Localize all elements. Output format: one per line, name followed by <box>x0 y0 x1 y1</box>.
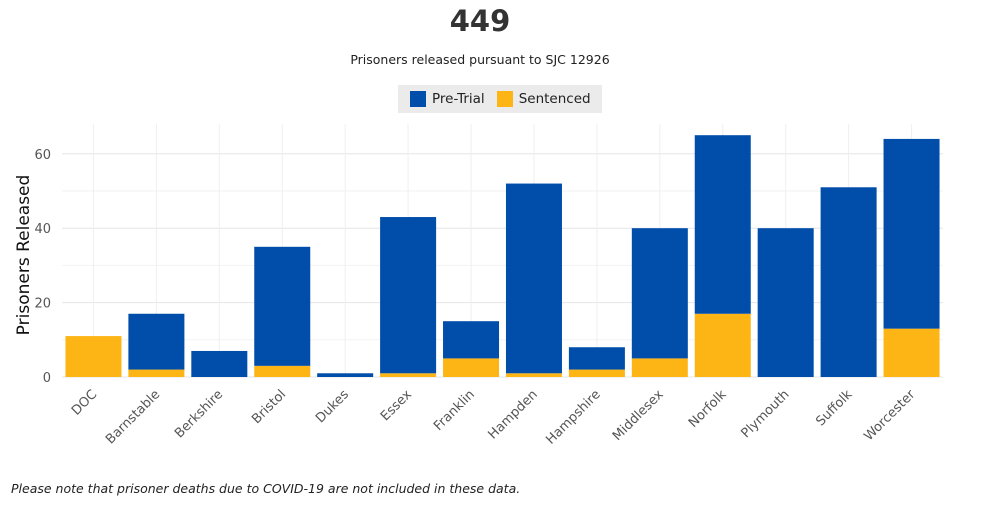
chart-title: Prisoners released pursuant to SJC 12926 <box>350 52 610 67</box>
bar-sentenced <box>254 365 311 377</box>
x-tick-label: Middlesex <box>610 387 667 444</box>
bars <box>65 135 940 377</box>
x-tick-label: Berkshire <box>172 387 226 441</box>
bar-pre-trial <box>694 135 751 314</box>
x-tick-label: Worcester <box>861 387 918 444</box>
bar-pre-trial <box>631 228 688 359</box>
bar-pre-trial <box>317 373 374 377</box>
bar-sentenced <box>568 369 625 377</box>
bar-sentenced <box>631 358 688 377</box>
bar-sentenced <box>380 373 437 377</box>
x-tick-label: Dukes <box>313 387 352 426</box>
x-axis-ticks: DOC Barnstable Berkshire Bristol Dukes Essex F… <box>69 387 919 448</box>
y-tick-label: 20 <box>34 297 51 312</box>
x-tick-label: Norfolk <box>686 387 730 431</box>
stacked-bar-chart: 0 20 40 60 DOC Barnstable Berkshire Bristol Duk… <box>14 124 943 448</box>
bar-sentenced <box>65 336 122 377</box>
bar-sentenced <box>443 358 500 377</box>
chart-legend: Pre-Trial Sentenced <box>398 85 602 113</box>
bar-pre-trial <box>820 187 877 377</box>
bar-sentenced <box>128 369 185 377</box>
x-tick-label: Franklin <box>431 387 478 434</box>
legend-label-pretrial: Pre-Trial <box>432 91 485 107</box>
x-tick-label: Bristol <box>249 387 289 427</box>
y-tick-label: 40 <box>34 222 51 237</box>
x-tick-label: Hampden <box>486 387 541 442</box>
y-tick-label: 0 <box>43 371 51 386</box>
bar-pre-trial <box>568 347 625 370</box>
bar-pre-trial <box>757 228 814 377</box>
bar-sentenced <box>694 313 751 377</box>
y-axis-label: Prisoners Released <box>14 175 34 336</box>
x-tick-label: Essex <box>378 387 415 424</box>
bar-pre-trial <box>443 321 500 359</box>
bar-sentenced <box>505 373 562 377</box>
legend-item-pretrial[interactable]: Pre-Trial <box>410 91 485 107</box>
footnote: Please note that prisoner deaths due to … <box>11 481 521 496</box>
bar-sentenced <box>883 328 940 377</box>
legend-swatch-pretrial <box>410 91 426 107</box>
x-tick-label: Suffolk <box>813 387 855 429</box>
y-tick-label: 60 <box>34 148 51 163</box>
bar-pre-trial <box>128 313 185 370</box>
legend-swatch-sentenced <box>496 91 513 107</box>
legend-item-sentenced[interactable]: Sentenced <box>496 91 591 107</box>
bar-pre-trial <box>254 246 311 366</box>
bar-pre-trial <box>380 217 437 374</box>
bar-pre-trial <box>191 350 248 377</box>
legend-label-sentenced: Sentenced <box>518 91 591 107</box>
bar-pre-trial <box>883 138 940 329</box>
bar-pre-trial <box>505 183 562 374</box>
x-tick-label: DOC <box>69 387 100 418</box>
x-tick-label: Plymouth <box>739 387 793 441</box>
y-axis-ticks: 0 20 40 60 <box>34 148 51 386</box>
x-tick-label: Barnstable <box>103 387 163 447</box>
headline-total: 449 <box>449 4 511 38</box>
x-tick-label: Hampshire <box>543 387 603 447</box>
